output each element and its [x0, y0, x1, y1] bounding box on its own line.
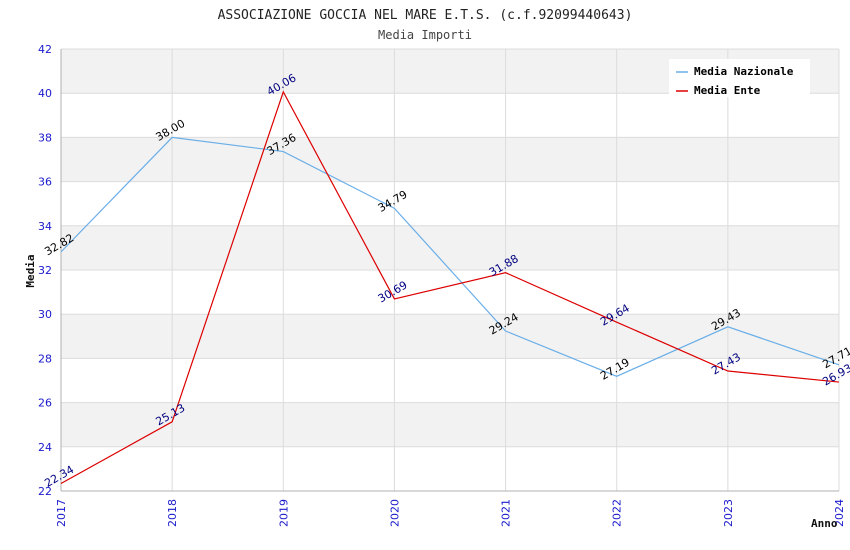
- y-tick-label: 22: [38, 485, 52, 498]
- x-tick-label: 2024: [833, 499, 846, 527]
- y-tick-label: 34: [38, 220, 52, 233]
- legend-box: [669, 59, 810, 97]
- chart-title: ASSOCIAZIONE GOCCIA NEL MARE E.T.S. (c.f…: [218, 8, 633, 23]
- y-tick-label: 26: [38, 397, 52, 410]
- x-tick-label: 2017: [55, 499, 68, 527]
- y-tick-label: 40: [38, 87, 52, 100]
- x-tick-label: 2023: [722, 499, 735, 527]
- gridlines: [60, 48, 840, 492]
- y-tick-label: 24: [38, 441, 52, 454]
- y-tick-label: 36: [38, 176, 52, 189]
- grid-bands: [61, 49, 839, 491]
- x-tick-label: 2022: [611, 499, 624, 527]
- grid-band: [61, 314, 839, 359]
- grid-band: [61, 270, 839, 315]
- y-tick-label: 38: [38, 131, 52, 144]
- grid-band: [61, 446, 839, 491]
- grid-band: [61, 137, 839, 182]
- x-tick-label: 2019: [277, 499, 290, 527]
- x-tick-label: 2020: [388, 499, 401, 527]
- legend-label-media-ente: Media Ente: [694, 84, 761, 97]
- y-tick-label: 28: [38, 352, 52, 365]
- grid-band: [61, 225, 839, 270]
- series-line-media-ente: [60, 90, 840, 485]
- x-tick-label: 2021: [500, 499, 513, 527]
- x-axis-title: Anno: [811, 517, 838, 530]
- grid-band: [61, 402, 839, 447]
- legend-label-media-nazionale: Media Nazionale: [694, 65, 794, 78]
- x-tick-label: 2018: [166, 499, 179, 527]
- series-lines: [60, 90, 840, 485]
- y-tick-label: 42: [38, 43, 52, 56]
- grid-band: [61, 181, 839, 226]
- x-axis-ticks: 2017 2018 2019 2020 2021 2022 2023 2024: [55, 499, 846, 527]
- grid-band: [61, 93, 839, 138]
- legend: Media Nazionale Media Ente: [669, 59, 810, 97]
- y-tick-label: 30: [38, 308, 52, 321]
- y-axis-ticks: 22 24 26 28 30 32 34 36 38 40 42: [38, 43, 52, 498]
- y-tick-label: 32: [38, 264, 52, 277]
- series-line-media-nazionale: [60, 136, 840, 377]
- y-axis-title: Media: [24, 254, 37, 287]
- chart-subtitle: Media Importi: [378, 28, 472, 42]
